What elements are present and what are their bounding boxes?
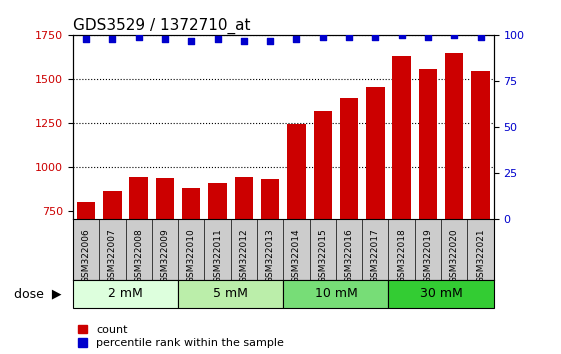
Point [371,34,380,40]
Point [397,33,406,38]
Text: GSM322020: GSM322020 [450,229,459,283]
Text: GSM322016: GSM322016 [344,229,353,283]
Point [292,36,301,42]
Text: GSM322018: GSM322018 [397,229,406,283]
Point [450,33,459,38]
Text: GSM322011: GSM322011 [213,229,222,283]
Text: GSM322010: GSM322010 [187,229,196,283]
Bar [471,72,490,219]
Bar [103,190,122,219]
Point [424,34,433,40]
Bar [340,98,358,219]
Bar [314,111,332,219]
Text: GSM322013: GSM322013 [266,229,275,283]
Bar [287,124,306,219]
Bar [130,177,148,219]
Bar [182,188,200,219]
Legend: count, percentile rank within the sample: count, percentile rank within the sample [79,325,284,348]
Point [266,38,275,44]
Bar [445,53,463,219]
Point [134,34,143,40]
Text: GSM322012: GSM322012 [240,229,249,283]
Point [344,34,353,40]
Bar [208,183,227,219]
Text: 30 mM: 30 mM [420,287,462,300]
Point [318,34,327,40]
Bar [283,280,388,308]
Text: GSM322009: GSM322009 [160,229,169,283]
Text: GSM322008: GSM322008 [134,229,143,283]
Text: dose  ▶: dose ▶ [14,287,62,300]
Text: GSM322021: GSM322021 [476,229,485,283]
Bar [393,56,411,219]
Text: GSM322017: GSM322017 [371,229,380,283]
Text: GDS3529 / 1372710_at: GDS3529 / 1372710_at [73,18,250,34]
Point [108,36,117,42]
Bar [178,280,283,308]
Text: GSM322014: GSM322014 [292,229,301,283]
Bar [234,177,253,219]
Text: 10 mM: 10 mM [315,287,357,300]
Bar [73,280,178,308]
Text: GSM322007: GSM322007 [108,229,117,283]
Bar [388,280,494,308]
Bar [366,87,384,219]
Point [81,36,90,42]
Bar [156,178,174,219]
Text: 5 mM: 5 mM [213,287,248,300]
Point [160,36,169,42]
Point [187,38,196,44]
Bar [261,179,279,219]
Point [213,36,222,42]
Point [476,34,485,40]
Point [240,38,249,44]
Text: GSM322006: GSM322006 [81,229,90,283]
Text: GSM322019: GSM322019 [424,229,433,283]
Text: 2 mM: 2 mM [108,287,143,300]
Bar [419,69,437,219]
Text: GSM322015: GSM322015 [318,229,327,283]
Bar [77,202,95,219]
